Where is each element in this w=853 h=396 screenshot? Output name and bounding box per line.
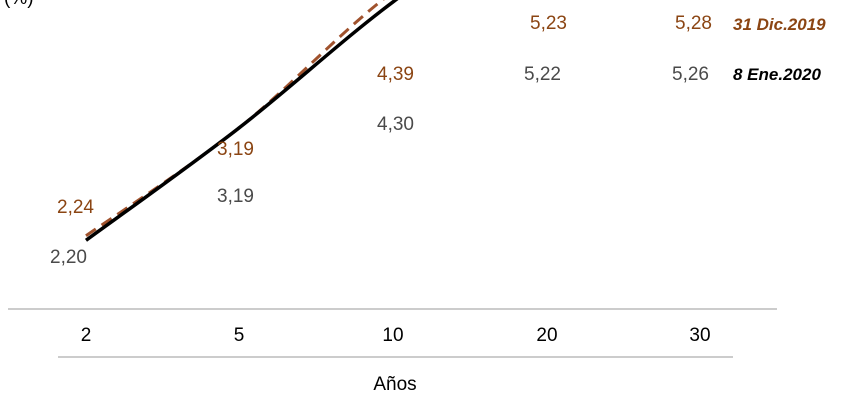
data-label-dic-2019: 3,19 xyxy=(217,139,254,160)
data-label-dic-2019: 5,23 xyxy=(530,13,567,34)
data-label-ene-2020: 5,22 xyxy=(524,64,561,85)
legend-8-ene-2020: 8 Ene.2020 xyxy=(733,65,821,84)
x-tick-label: 10 xyxy=(382,325,403,346)
x-axis-label: Años xyxy=(373,374,416,395)
data-label-ene-2020: 5,26 xyxy=(672,64,709,85)
x-tick-label: 2 xyxy=(81,325,92,346)
x-tick-label: 30 xyxy=(689,325,710,346)
x-tick-label: 20 xyxy=(536,325,557,346)
data-label-dic-2019: 4,39 xyxy=(377,64,414,85)
data-label-dic-2019: 5,28 xyxy=(675,13,712,34)
data-label-ene-2020: 3,19 xyxy=(217,186,254,207)
series-line-8-ene-2020 xyxy=(84,0,399,242)
legend-31-dic-2019: 31 Dic.2019 xyxy=(733,15,826,34)
y-axis-label: (%) xyxy=(4,0,34,9)
data-label-ene-2020: 2,20 xyxy=(50,247,87,268)
data-label-ene-2020: 4,30 xyxy=(377,114,414,135)
data-label-dic-2019: 2,24 xyxy=(57,197,94,218)
x-tick-label: 5 xyxy=(234,325,245,346)
